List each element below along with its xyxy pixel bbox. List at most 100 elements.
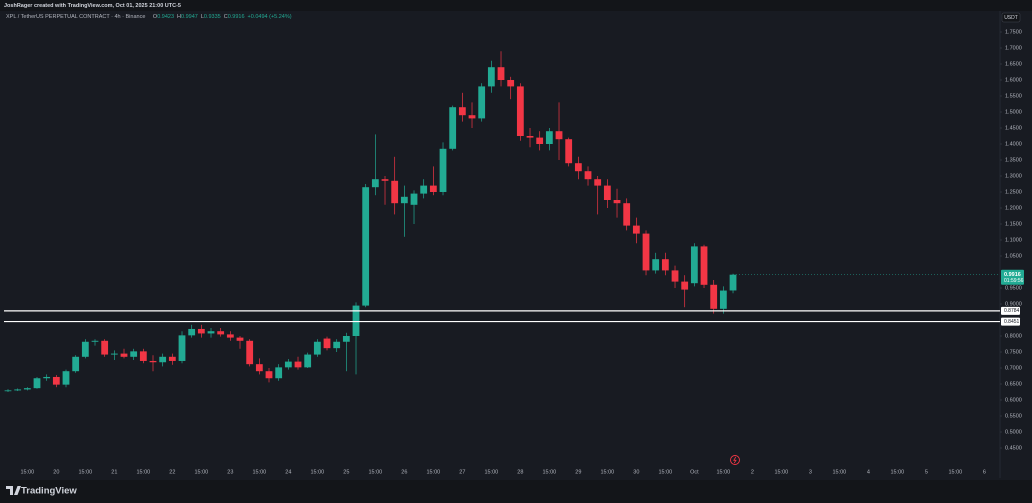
x-tick-label: 24	[285, 469, 291, 475]
candle-body	[545, 131, 553, 144]
x-tick-label: 25	[343, 469, 349, 475]
x-tick-label: 27	[459, 469, 465, 475]
candle-body	[217, 331, 225, 335]
candle-body	[584, 171, 592, 180]
event-icon-bolt	[733, 456, 737, 464]
x-tick-label: 15:00	[252, 469, 266, 475]
x-tick-label: 15:00	[194, 469, 208, 475]
legend-value: 0.9916	[228, 14, 245, 20]
x-tick-label: 28	[517, 469, 523, 475]
candle-body	[197, 328, 205, 334]
legend-value: 0.9335	[204, 14, 221, 20]
countdown: 01:59:56	[1004, 278, 1024, 284]
candle-body	[603, 185, 611, 200]
y-tick-label: 1.3000	[1005, 173, 1022, 179]
logo-text: TradingView	[21, 486, 77, 497]
candle-body	[188, 328, 196, 336]
candle-body	[81, 341, 89, 357]
candle-body	[710, 284, 718, 309]
y-tick-label: 1.7500	[1005, 29, 1022, 35]
candle-body	[574, 163, 582, 172]
candle-body	[294, 361, 302, 368]
last-price-label: 0.9916	[1004, 272, 1021, 278]
candle-body	[661, 259, 669, 271]
legend: XPL / TetherUS PERPETUAL CONTRACT · 4h ·…	[6, 14, 292, 20]
candle-body	[43, 376, 51, 379]
x-tick-label: 20	[53, 469, 59, 475]
x-tick-label: 29	[575, 469, 581, 475]
hline-label-box	[1001, 306, 1020, 315]
x-tick-label: 21	[111, 469, 117, 475]
candle-body	[497, 67, 505, 80]
y-tick-label: 0.8000	[1005, 333, 1022, 339]
legend-key: O	[153, 14, 158, 20]
y-tick-label: 1.1000	[1005, 237, 1022, 243]
x-tick-label: 15:00	[368, 469, 382, 475]
candle-body	[468, 115, 476, 119]
candle-body	[690, 246, 698, 284]
logo-mark	[6, 486, 21, 495]
x-tick-label: 15:00	[600, 469, 614, 475]
currency[interactable]: USDT	[1004, 15, 1018, 21]
y-tick-label: 0.5000	[1005, 429, 1022, 435]
candle-body	[516, 86, 524, 136]
y-tick-label: 1.5500	[1005, 93, 1022, 99]
y-tick-label: 1.5000	[1005, 109, 1022, 115]
candle-body	[130, 351, 138, 357]
candle-body	[458, 107, 466, 116]
candle-body	[613, 200, 621, 204]
candle-body	[565, 139, 573, 164]
candle-body	[526, 136, 534, 138]
candle-body	[313, 341, 321, 355]
x-tick-label: 30	[633, 469, 639, 475]
candle-body	[642, 233, 650, 271]
x-tick-label: 15:00	[774, 469, 788, 475]
x-tick-label: 15:00	[948, 469, 962, 475]
y-tick-label: 0.6500	[1005, 381, 1022, 387]
candle-body	[381, 179, 389, 181]
x-tick-label: Oct	[690, 469, 699, 475]
header-text: JoshRager created with TradingView.com, …	[4, 3, 181, 9]
x-tick-label: 15:00	[426, 469, 440, 475]
candle-body	[391, 180, 399, 204]
y-tick-label: 1.4500	[1005, 125, 1022, 131]
currency-box[interactable]	[1001, 12, 1021, 23]
candle-body	[410, 193, 418, 205]
x-tick-label: 26	[401, 469, 407, 475]
legend-value: 0.9423	[157, 14, 174, 20]
candle-body	[420, 185, 428, 194]
candle-body	[23, 388, 31, 390]
header-bar	[0, 0, 1032, 11]
candle-body	[62, 371, 70, 385]
candle-body	[265, 371, 273, 379]
hline-label: 0.8451	[1004, 319, 1020, 325]
candle-body	[429, 185, 437, 192]
candle-body	[33, 378, 41, 389]
candle-body	[652, 259, 660, 271]
x-tick-label: 5	[925, 469, 928, 475]
candle-body	[487, 67, 495, 87]
candle-body	[101, 340, 109, 355]
x-tick-label: 15:00	[658, 469, 672, 475]
candle-body	[719, 290, 727, 309]
candle-body	[255, 364, 263, 372]
candle-body	[400, 196, 408, 204]
y-tick-label: 0.7000	[1005, 365, 1022, 371]
candle-body	[729, 274, 737, 291]
legend-key: C	[224, 14, 228, 20]
candle-body	[168, 356, 176, 361]
y-tick-label: 1.7000	[1005, 45, 1022, 51]
candle-body	[342, 336, 350, 342]
y-tick-label: 0.9500	[1005, 285, 1022, 291]
candle-body	[681, 281, 689, 290]
event-icon[interactable]	[730, 455, 740, 465]
y-tick-label: 0.6000	[1005, 397, 1022, 403]
candle-body	[439, 148, 447, 192]
x-tick-label: 6	[983, 469, 986, 475]
candle-body	[226, 334, 234, 338]
candle-body	[632, 225, 640, 234]
candle-body	[110, 353, 118, 355]
legend-change: +0.0494 (+5.24%)	[248, 14, 292, 20]
x-tick-label: 15:00	[890, 469, 904, 475]
